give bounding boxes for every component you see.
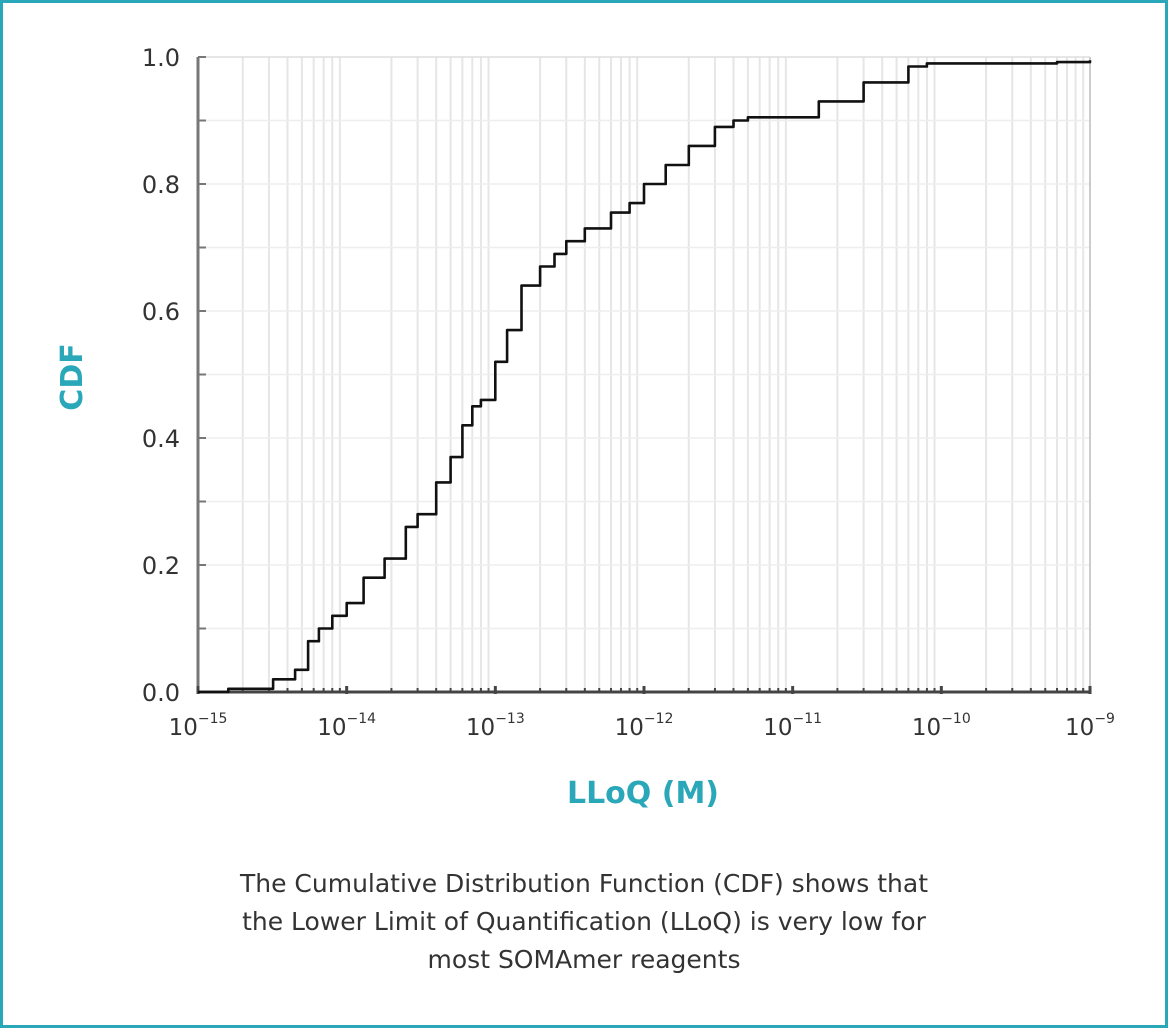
y-axis-label: CDF xyxy=(55,343,90,410)
y-tick-label: 0.0 xyxy=(142,679,180,707)
x-tick-label: 10−15 xyxy=(169,711,228,741)
major-gridlines xyxy=(198,56,1091,692)
y-tick-label: 0.6 xyxy=(142,298,180,326)
x-tick-label: 10−12 xyxy=(615,711,674,741)
figure-caption: The Cumulative Distribution Function (CD… xyxy=(150,865,1018,979)
minor-gridlines xyxy=(198,57,1090,692)
y-tick-label: 1.0 xyxy=(142,44,180,72)
y-tick-label: 0.8 xyxy=(142,171,180,199)
y-tick-label: 0.4 xyxy=(142,425,180,453)
cdf-series-line xyxy=(198,60,1092,694)
x-tick-label: 10−13 xyxy=(466,711,525,741)
caption-line-3: most SOMAmer reagents xyxy=(427,945,741,974)
y-ticks: 0.0 0.2 0.4 0.6 0.8 1.0 xyxy=(142,44,206,707)
x-tick-label: 10−9 xyxy=(1065,711,1115,741)
y-tick-label: 0.2 xyxy=(142,552,180,580)
series-group xyxy=(198,60,1092,694)
x-axis-label: LLoQ (M) xyxy=(567,776,719,811)
x-tick-label: 10−11 xyxy=(763,711,822,741)
x-tick-label: 10−10 xyxy=(912,711,971,741)
caption-line-1: The Cumulative Distribution Function (CD… xyxy=(239,869,929,898)
x-ticks: 10−15 10−14 10−13 10−12 10−11 10−10 10−9 xyxy=(169,686,1115,741)
x-tick-label: 10−14 xyxy=(317,711,376,741)
caption-line-2: the Lower Limit of Quantification (LLoQ)… xyxy=(242,907,926,936)
